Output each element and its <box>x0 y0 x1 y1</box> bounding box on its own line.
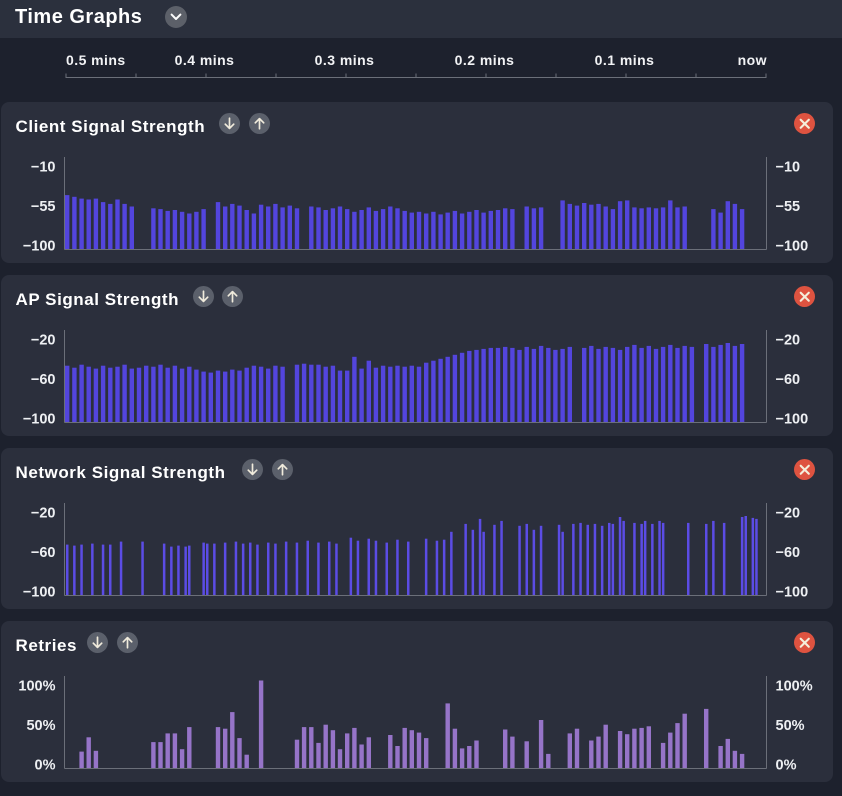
svg-text:−10: −10 <box>30 160 55 176</box>
svg-text:−60: −60 <box>775 372 800 388</box>
svg-text:100%: 100% <box>775 679 812 695</box>
svg-text:−100: −100 <box>22 239 55 255</box>
svg-text:−55: −55 <box>30 199 55 215</box>
svg-text:50%: 50% <box>26 718 55 734</box>
svg-text:−60: −60 <box>775 545 800 561</box>
svg-text:−55: −55 <box>775 199 800 215</box>
svg-text:−20: −20 <box>775 333 800 349</box>
svg-text:−20: −20 <box>30 506 55 522</box>
svg-text:−20: −20 <box>775 506 800 522</box>
svg-text:−60: −60 <box>30 545 55 561</box>
svg-text:50%: 50% <box>775 718 804 734</box>
svg-text:0%: 0% <box>775 758 796 774</box>
svg-text:−60: −60 <box>30 372 55 388</box>
svg-text:−20: −20 <box>30 333 55 349</box>
svg-text:−100: −100 <box>22 412 55 428</box>
svg-text:100%: 100% <box>18 679 55 695</box>
svg-text:0%: 0% <box>34 758 55 774</box>
svg-text:−100: −100 <box>775 585 808 601</box>
svg-text:−100: −100 <box>775 239 808 255</box>
svg-text:−10: −10 <box>775 160 800 176</box>
svg-text:−100: −100 <box>775 412 808 428</box>
svg-text:−100: −100 <box>22 585 55 601</box>
